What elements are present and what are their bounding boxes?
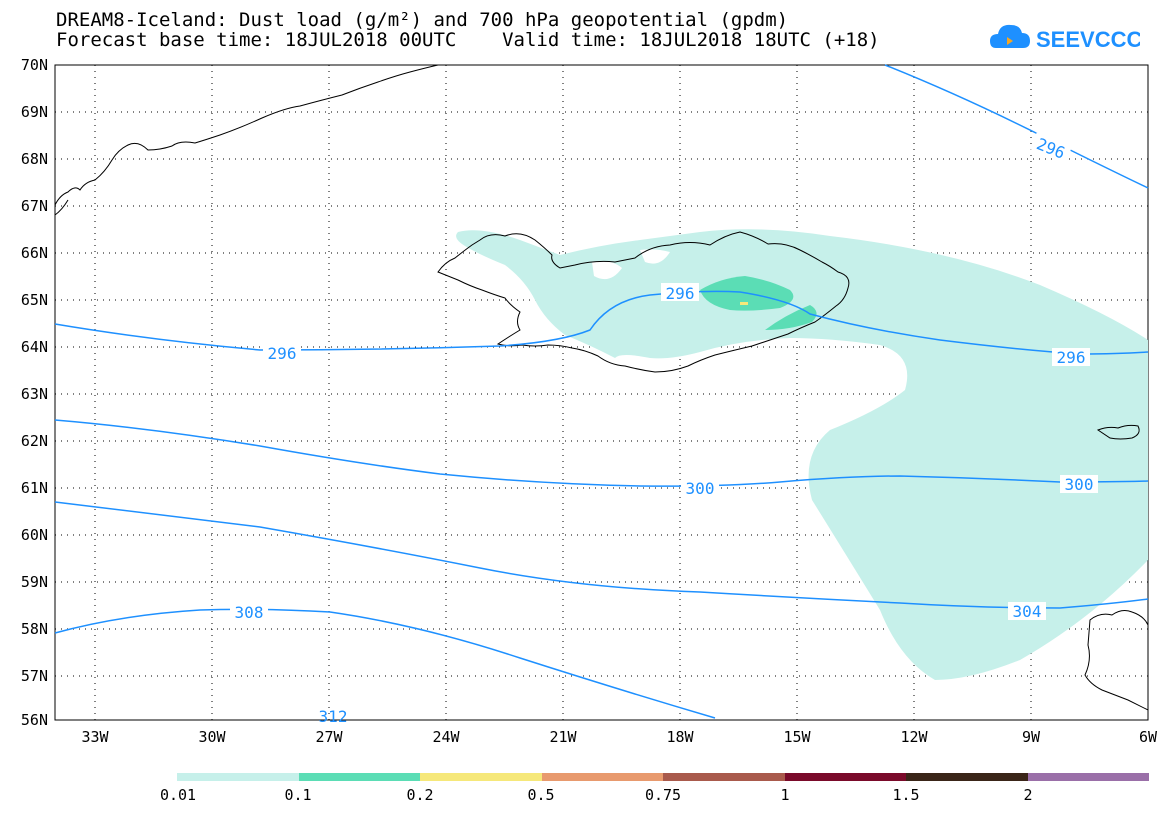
legend-swatch bbox=[1027, 773, 1149, 781]
lat-label: 60N bbox=[21, 526, 48, 544]
lon-label: 27W bbox=[315, 728, 343, 746]
title-line-1: DREAM8-Iceland: Dust load (g/m²) and 700… bbox=[56, 9, 789, 31]
lat-label: 58N bbox=[21, 620, 48, 638]
cloud-icon bbox=[990, 24, 1030, 48]
contour-label-bg bbox=[681, 479, 719, 497]
legend-tick: 2 bbox=[1023, 786, 1033, 804]
contour-label: 300 bbox=[1065, 475, 1094, 494]
lat-label: 66N bbox=[21, 244, 48, 262]
lat-label: 61N bbox=[21, 479, 48, 497]
seevccc-logo: SEEVCCC bbox=[990, 24, 1140, 52]
contour-label: 312 bbox=[319, 707, 348, 726]
lat-label: 64N bbox=[21, 338, 48, 356]
lat-label: 69N bbox=[21, 103, 48, 121]
lat-label: 67N bbox=[21, 197, 48, 215]
legend-swatch bbox=[784, 773, 906, 781]
legend-swatch bbox=[663, 773, 785, 781]
lon-label: 21W bbox=[549, 728, 577, 746]
lon-label: 18W bbox=[666, 728, 694, 746]
lat-label: 56N bbox=[21, 711, 48, 729]
contour-label: 296 bbox=[1057, 348, 1086, 367]
logo-text: SEEVCCC bbox=[1036, 27, 1140, 52]
lat-label: 63N bbox=[21, 385, 48, 403]
dust-area-mid-2 bbox=[765, 305, 817, 330]
contour-label: 304 bbox=[1013, 602, 1042, 621]
dust-area-low bbox=[456, 229, 1149, 680]
lon-label: 9W bbox=[1022, 728, 1041, 746]
lon-label: 24W bbox=[432, 728, 460, 746]
coastlines bbox=[54, 64, 1149, 711]
legend-swatch bbox=[298, 773, 420, 781]
title-line-2: Forecast base time: 18JUL2018 00UTC Vali… bbox=[56, 29, 880, 51]
coastline-iceland bbox=[437, 231, 850, 373]
contour-label-bg bbox=[263, 344, 301, 362]
contour-308 bbox=[54, 608, 716, 719]
legend-swatch bbox=[906, 773, 1028, 781]
legend-tick: 0.1 bbox=[284, 786, 312, 804]
contour-label-bg bbox=[1030, 132, 1072, 164]
dust-gap-1 bbox=[592, 260, 622, 280]
legend-tick: 0.2 bbox=[406, 786, 434, 804]
legend-tick: 0.01 bbox=[159, 786, 197, 804]
lon-label: 30W bbox=[198, 728, 226, 746]
dust-area-high bbox=[740, 302, 748, 305]
legend-tick: 0.75 bbox=[644, 786, 682, 804]
contour-label: 300 bbox=[686, 479, 715, 498]
contour-label-bg bbox=[661, 283, 699, 301]
coastline-greenland bbox=[54, 64, 439, 206]
legend-swatch bbox=[177, 773, 299, 781]
lat-label: 68N bbox=[21, 150, 48, 168]
contour-296-north bbox=[884, 64, 1149, 189]
contour-label: 296 bbox=[268, 344, 297, 363]
lon-label: 33W bbox=[81, 728, 109, 746]
dust-gap-2 bbox=[640, 249, 670, 264]
lat-label: 70N bbox=[21, 56, 48, 74]
contour-label-bg bbox=[1008, 602, 1046, 620]
legend-tick: 0.5 bbox=[527, 786, 555, 804]
contour-label-bg bbox=[1052, 348, 1090, 366]
lat-label: 59N bbox=[21, 573, 48, 591]
legend-tick: 1 bbox=[780, 786, 790, 804]
contour-label-bg bbox=[230, 603, 268, 621]
legend-swatch bbox=[420, 773, 542, 781]
lon-label: 6W bbox=[1139, 728, 1158, 746]
contour-label-bg bbox=[1060, 475, 1098, 493]
lat-label: 62N bbox=[21, 432, 48, 450]
contour-label: 296 bbox=[666, 284, 695, 303]
legend-tick: 1.5 bbox=[892, 786, 920, 804]
lon-label: 12W bbox=[900, 728, 928, 746]
coastline-faroe bbox=[1096, 424, 1140, 440]
legend-swatch bbox=[541, 773, 663, 781]
color-legend bbox=[177, 773, 1149, 781]
contour-300 bbox=[54, 419, 1149, 487]
lat-label: 57N bbox=[21, 667, 48, 685]
coastline-greenland-2 bbox=[54, 199, 69, 216]
contour-label: 308 bbox=[235, 603, 264, 622]
lat-label: 65N bbox=[21, 291, 48, 309]
coastline-scotland bbox=[1084, 610, 1149, 711]
lon-label: 15W bbox=[783, 728, 811, 746]
